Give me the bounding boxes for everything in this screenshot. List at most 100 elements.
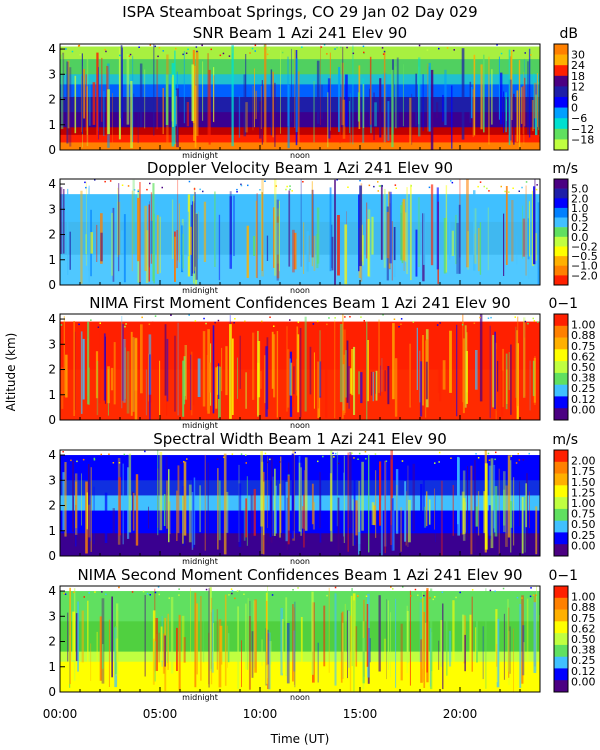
colorbar-label: 12: [571, 80, 585, 93]
heatmap-speckle: [263, 45, 266, 47]
heatmap-speckle: [510, 455, 513, 457]
heatmap-speckle: [420, 597, 422, 599]
heatmap-streak: [148, 506, 149, 529]
heatmap-streak: [358, 194, 360, 272]
heatmap-speckle: [410, 185, 412, 187]
heatmap-speckle: [368, 184, 371, 187]
heatmap-streak: [406, 605, 408, 673]
heatmap-streak: [455, 203, 459, 264]
heatmap-streak: [208, 632, 210, 685]
heatmap-streak: [65, 354, 68, 398]
heatmap-streak: [325, 328, 328, 418]
heatmap-streak: [319, 472, 321, 529]
heatmap-streak: [534, 233, 537, 261]
heatmap-streak: [474, 233, 476, 264]
colorbar-label: −0.2: [571, 241, 598, 254]
colorbar-unit: 0−1: [548, 568, 578, 584]
heatmap-speckle: [522, 459, 525, 461]
heatmap-streak: [400, 205, 402, 261]
heatmap-streak: [524, 337, 526, 397]
heatmap-streak: [349, 452, 352, 529]
heatmap-streak: [400, 623, 403, 681]
heatmap-streak: [210, 612, 212, 669]
heatmap-streak: [80, 190, 83, 284]
heatmap-streak: [209, 362, 211, 393]
heatmap-streak: [118, 47, 121, 140]
heatmap-speckle: [157, 586, 160, 588]
heatmap-speckle: [487, 452, 490, 455]
heatmap-streak: [327, 92, 329, 148]
heatmap-speckle: [146, 593, 149, 595]
heatmap-streak: [451, 230, 454, 256]
heatmap-streak: [369, 56, 372, 125]
heatmap-speckle: [82, 458, 85, 461]
heatmap-speckle: [240, 183, 242, 186]
heatmap-streak: [280, 608, 283, 676]
heatmap-streak: [462, 614, 465, 662]
heatmap-streak: [208, 69, 211, 145]
heatmap-speckle: [148, 323, 151, 325]
heatmap-speckle: [240, 184, 243, 187]
heatmap-streak: [331, 224, 333, 269]
heatmap-streak: [159, 216, 161, 274]
colorbar-label: 0.62: [571, 622, 596, 635]
heatmap-streak: [311, 483, 314, 525]
heatmap-streak: [238, 96, 241, 138]
colorbar-label: 0.75: [571, 508, 596, 521]
colorbar-label: 0.50: [571, 518, 596, 531]
heatmap-speckle: [93, 457, 96, 460]
colorbar-label: 0.38: [571, 644, 596, 657]
x-tick-label: 20:00: [443, 707, 478, 721]
time-marker-label: midnight: [182, 421, 218, 430]
heatmap-streak: [503, 91, 505, 133]
heatmap-streak: [288, 190, 291, 267]
heatmap-streak: [135, 474, 139, 546]
heatmap-streak: [148, 204, 150, 282]
heatmap-speckle: [483, 185, 485, 188]
heatmap-streak: [241, 640, 242, 688]
heatmap-streak: [412, 463, 415, 532]
heatmap-speckle: [529, 595, 532, 598]
heatmap-speckle: [231, 592, 233, 595]
heatmap-streak: [160, 626, 163, 661]
heatmap-streak: [538, 81, 540, 131]
heatmap-streak: [368, 454, 370, 553]
heatmap-streak: [272, 476, 274, 536]
heatmap-streak: [245, 372, 247, 409]
colorbar-swatch: [554, 256, 568, 266]
heatmap-streak: [528, 201, 530, 257]
colorbar-swatch: [554, 680, 568, 693]
heatmap-streak: [260, 371, 262, 389]
heatmap-streak: [72, 611, 76, 661]
heatmap-streak: [233, 195, 235, 256]
heatmap-speckle: [149, 594, 151, 596]
heatmap-speckle: [294, 451, 296, 454]
heatmap-streak: [137, 197, 140, 262]
heatmap-streak: [419, 602, 423, 662]
heatmap-streak: [330, 450, 333, 542]
heatmap-streak: [535, 506, 538, 555]
heatmap-streak: [110, 367, 114, 391]
heatmap-streak: [524, 77, 526, 127]
heatmap-streak: [187, 211, 190, 257]
heatmap-streak: [190, 588, 191, 678]
heatmap-streak: [353, 346, 356, 415]
colorbar-label: 0.50: [571, 361, 596, 374]
heatmap-streak: [128, 453, 132, 533]
heatmap-streak: [181, 615, 185, 677]
heatmap-streak: [483, 491, 486, 534]
heatmap-streak: [473, 190, 476, 271]
heatmap-streak: [255, 90, 257, 120]
heatmap-streak: [391, 498, 394, 551]
heatmap-streak: [313, 352, 315, 409]
heatmap-speckle: [479, 181, 482, 183]
heatmap-speckle: [525, 181, 528, 183]
heatmap-streak: [536, 73, 538, 128]
heatmap-speckle: [336, 179, 338, 181]
heatmap-speckle: [441, 591, 444, 593]
heatmap-streak: [380, 500, 383, 556]
heatmap-speckle: [188, 180, 191, 183]
heatmap-streak: [257, 341, 261, 398]
heatmap-streak: [253, 236, 256, 256]
heatmap-speckle: [401, 460, 404, 462]
